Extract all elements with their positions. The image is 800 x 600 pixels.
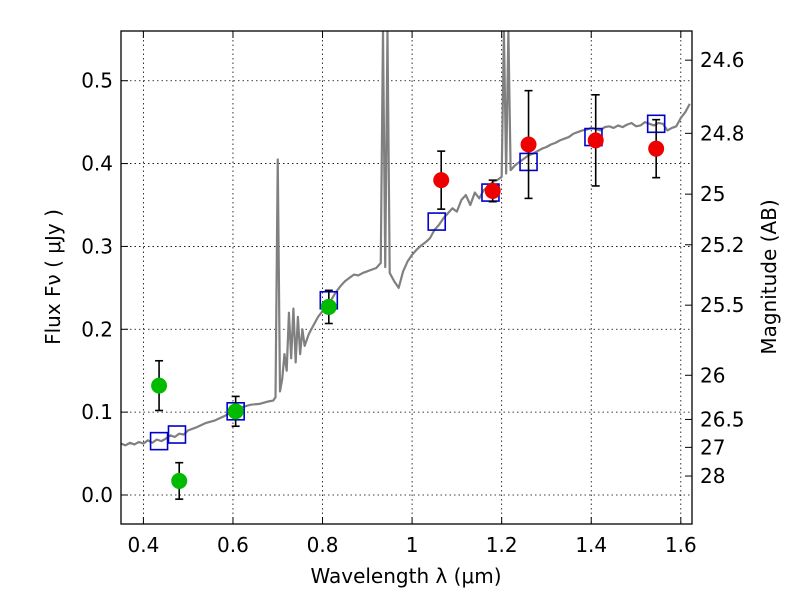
model-square-point: [427, 212, 447, 231]
observed-point: [151, 377, 168, 394]
grid: [121, 31, 692, 524]
y2-tick-label: 25.2: [700, 233, 745, 257]
model-sed-layer: [121, 31, 691, 447]
x-tick-label: 1.4: [575, 533, 607, 557]
observed-point: [587, 132, 604, 149]
observed-point: [227, 403, 244, 420]
x-tick-label: 1.6: [665, 533, 697, 557]
x-axis-title: Wavelength λ (μm): [310, 564, 501, 588]
x-tick-label: 0.8: [307, 533, 339, 557]
y2-tick-label: 25.5: [700, 293, 745, 317]
observed-point: [484, 182, 501, 199]
y2-tick-label: 26.5: [700, 407, 745, 431]
axis-ticks: 0.4 0.6 0.8 1 1.2 1.4 1.6 0.0 0.1 0.2 0.3 0.4 0.5 24.…: [81, 31, 745, 557]
plot-frame: [120, 30, 693, 525]
y-tick-label: 0.2: [81, 317, 113, 341]
model-square-point: [167, 425, 187, 444]
y2-tick-label: 25: [700, 182, 725, 206]
x-tick-label: 1: [406, 533, 419, 557]
markers-layer: [149, 89, 666, 500]
y-tick-label: 0.1: [81, 400, 113, 424]
observed-point: [433, 172, 450, 189]
y2-axis-title: Magnitude (AB): [757, 199, 781, 354]
y2-tick-label: 24.8: [700, 121, 745, 145]
y2-tick-label: 26: [700, 363, 725, 387]
y-axis-title: Flux Fν ( μJy ): [41, 209, 65, 345]
observed-point: [320, 298, 337, 315]
model-square-point: [149, 431, 169, 451]
y2-tick-label: 27: [700, 435, 725, 459]
observed-point: [171, 472, 188, 489]
y-tick-label: 0.3: [81, 234, 113, 258]
y2-tick-label: 28: [700, 464, 725, 488]
y2-tick-label: 24.6: [700, 48, 745, 72]
x-tick-label: 1.2: [486, 533, 518, 557]
sed-curve: [121, 31, 691, 447]
observed-point: [520, 136, 537, 153]
y-tick-label: 0.5: [81, 69, 113, 93]
x-tick-label: 0.6: [217, 533, 249, 557]
y-tick-label: 0.4: [81, 152, 113, 176]
observed-point: [648, 140, 665, 157]
x-tick-label: 0.4: [127, 533, 159, 557]
y-tick-label: 0.0: [81, 483, 113, 507]
